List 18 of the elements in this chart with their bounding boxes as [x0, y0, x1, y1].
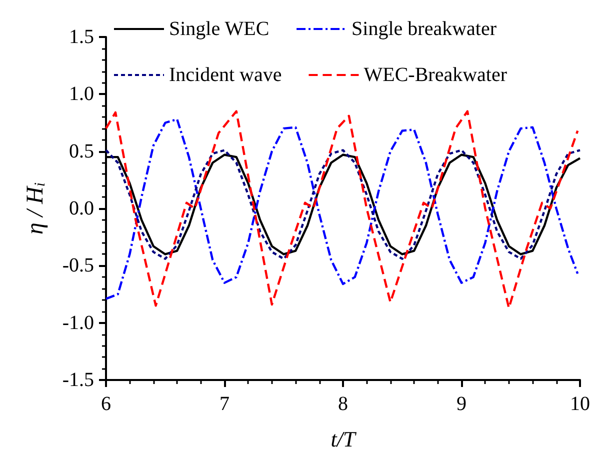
- y-tick-label: -1.0: [62, 312, 94, 334]
- y-tick-label: 1.5: [69, 26, 94, 48]
- y-tick-label: 1.0: [69, 83, 94, 106]
- legend-label: Incident wave: [169, 64, 282, 86]
- legend-label: Single WEC: [169, 18, 270, 40]
- x-tick-label: 7: [220, 393, 230, 415]
- y-tick-label: 0.0: [69, 198, 94, 220]
- x-tick-label: 10: [570, 393, 590, 415]
- y-tick-label: -0.5: [62, 254, 94, 277]
- x-tick-label: 6: [101, 393, 111, 415]
- legend-label: Single breakwater: [352, 18, 497, 40]
- y-tick-label: -1.5: [62, 369, 94, 391]
- x-tick-label: 9: [456, 393, 466, 415]
- x-tick-label: 8: [338, 393, 348, 415]
- x-axis-title: t/T: [330, 426, 357, 452]
- y-tick-label: 0.5: [69, 140, 94, 162]
- legend-label: WEC-Breakwater: [364, 64, 508, 86]
- y-axis-title: η / Hi: [22, 182, 48, 235]
